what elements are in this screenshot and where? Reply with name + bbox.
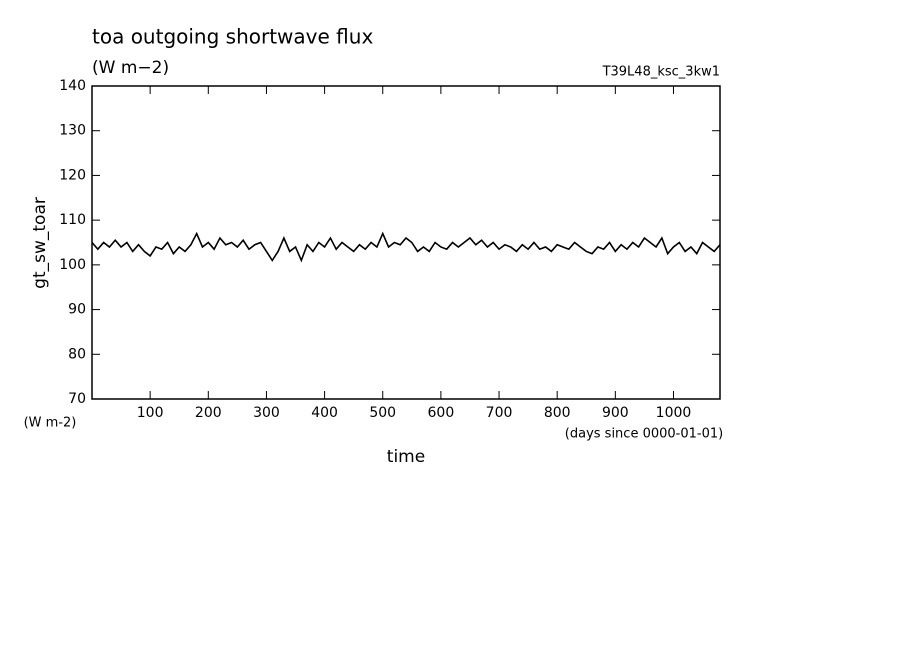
y-tick-label: 140 [59,78,86,94]
y-axis-label: gt_sw_toar [30,197,50,289]
x-axis-label: time [387,447,425,467]
x-tick-label: 1000 [656,405,692,421]
x-tick-label: 300 [253,405,280,421]
annotation: T39L48_ksc_3kw1 [602,65,720,80]
x-tick-label: 900 [602,405,629,421]
x-tick-label: 200 [195,405,222,421]
x-tick-label: 800 [544,405,571,421]
chart-title: toa outgoing shortwave flux [92,25,373,49]
x-tick-label: 100 [137,405,164,421]
x-tick-label: 600 [428,405,455,421]
x-tick-label: 400 [311,405,338,421]
y-tick-label: 120 [59,167,86,183]
y-axis-units: (W m-2) [24,416,77,431]
x-tick-label: 700 [486,405,513,421]
y-tick-label: 100 [59,257,86,273]
x-axis-units: (days since 0000-01-01) [565,427,723,442]
y-tick-label: 70 [68,391,86,407]
subtitle: (W m−2) [92,58,169,78]
y-tick-label: 110 [59,212,86,228]
y-tick-label: 90 [68,302,86,318]
y-tick-label: 130 [59,123,86,139]
y-tick-label: 80 [68,346,86,362]
x-tick-label: 500 [369,405,396,421]
data-line [91,231,721,263]
